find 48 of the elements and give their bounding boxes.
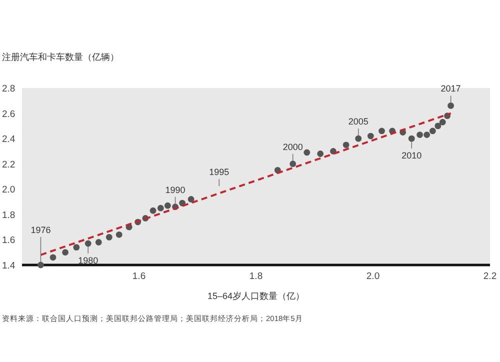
y-axis-title: 注册汽车和卡车数量（亿辆）	[2, 52, 119, 62]
x-tick-label: 2.0	[366, 271, 380, 282]
point	[439, 118, 446, 126]
annotation: 2005	[348, 116, 368, 127]
x-tick-label: 2.2	[483, 271, 497, 282]
x-axis-title: 15–64岁人口数量（亿）	[207, 291, 305, 301]
point	[50, 254, 56, 261]
point	[164, 202, 171, 209]
y-tick-label: 2.8	[2, 84, 16, 94]
point	[106, 234, 112, 240]
point	[84, 240, 92, 247]
y-tick-label: 2.4	[2, 134, 16, 146]
x-tick-label: 1.8	[249, 271, 263, 282]
point	[95, 239, 102, 246]
y-tick-label: 1.6	[2, 235, 16, 246]
point	[157, 204, 164, 212]
point	[304, 149, 310, 156]
point	[416, 132, 423, 138]
y-tick-label: 1.4	[2, 260, 16, 272]
point	[367, 132, 374, 140]
point	[408, 135, 415, 142]
annotation: 2010	[402, 150, 422, 161]
point	[434, 122, 442, 130]
y-tick-label: 2.6	[2, 108, 16, 120]
annotation: 2017	[440, 84, 461, 94]
annotation: 1980	[78, 256, 98, 266]
point	[62, 249, 68, 256]
point	[38, 262, 44, 268]
annotation: 1995	[209, 167, 230, 178]
point	[355, 135, 362, 142]
point	[73, 244, 80, 250]
point	[342, 142, 350, 148]
y-tick-label: 2.2	[2, 159, 16, 170]
point	[424, 132, 430, 138]
y-tick-label: 2.0	[2, 184, 16, 196]
point	[188, 196, 194, 202]
annotation: 2000	[282, 142, 303, 152]
annotation: 1976	[30, 225, 51, 235]
point	[290, 160, 296, 168]
point	[317, 150, 324, 157]
annotation: 1990	[165, 184, 186, 195]
point	[429, 128, 436, 134]
point	[116, 231, 122, 238]
y-tick-label: 1.8	[2, 210, 16, 221]
point	[378, 128, 385, 134]
point	[150, 207, 156, 214]
x-tick-label: 1.6	[132, 271, 146, 282]
point	[448, 102, 454, 109]
